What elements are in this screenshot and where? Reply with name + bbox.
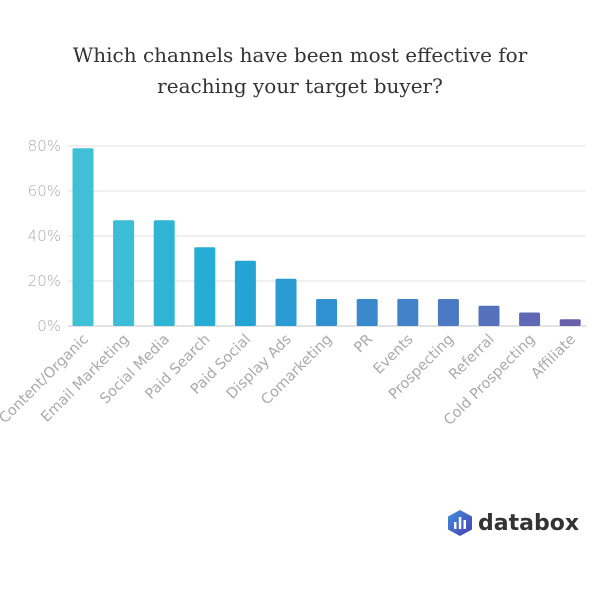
databox-logo: databox <box>448 510 579 536</box>
x-tick-label: PR <box>351 332 376 357</box>
bar <box>234 260 256 326</box>
chart-title: Which channels have been most effective … <box>0 40 600 102</box>
y-tick-label: 60% <box>28 182 61 200</box>
bar <box>316 299 338 326</box>
bar <box>437 299 459 326</box>
bar <box>478 305 500 326</box>
chart-title-line-2: reaching your target buyer? <box>157 74 443 98</box>
bar <box>559 319 581 326</box>
bar <box>356 299 378 326</box>
bar <box>275 278 297 326</box>
bar <box>194 247 216 326</box>
bar <box>519 312 541 326</box>
y-tick-label: 20% <box>28 272 61 290</box>
y-tick-label: 0% <box>37 317 61 335</box>
y-tick-label: 40% <box>28 227 61 245</box>
y-tick-label: 80% <box>28 137 61 155</box>
x-tick-label: Comarketing <box>258 332 335 409</box>
bar <box>397 299 419 326</box>
bar <box>113 220 135 326</box>
bar <box>153 220 175 326</box>
x-tick-label: Affiliate <box>528 331 579 382</box>
databox-logo-text: databox <box>478 510 580 536</box>
databox-logo-icon <box>448 510 472 536</box>
chart-title-line-1: Which channels have been most effective … <box>72 43 528 67</box>
bar <box>72 148 94 326</box>
